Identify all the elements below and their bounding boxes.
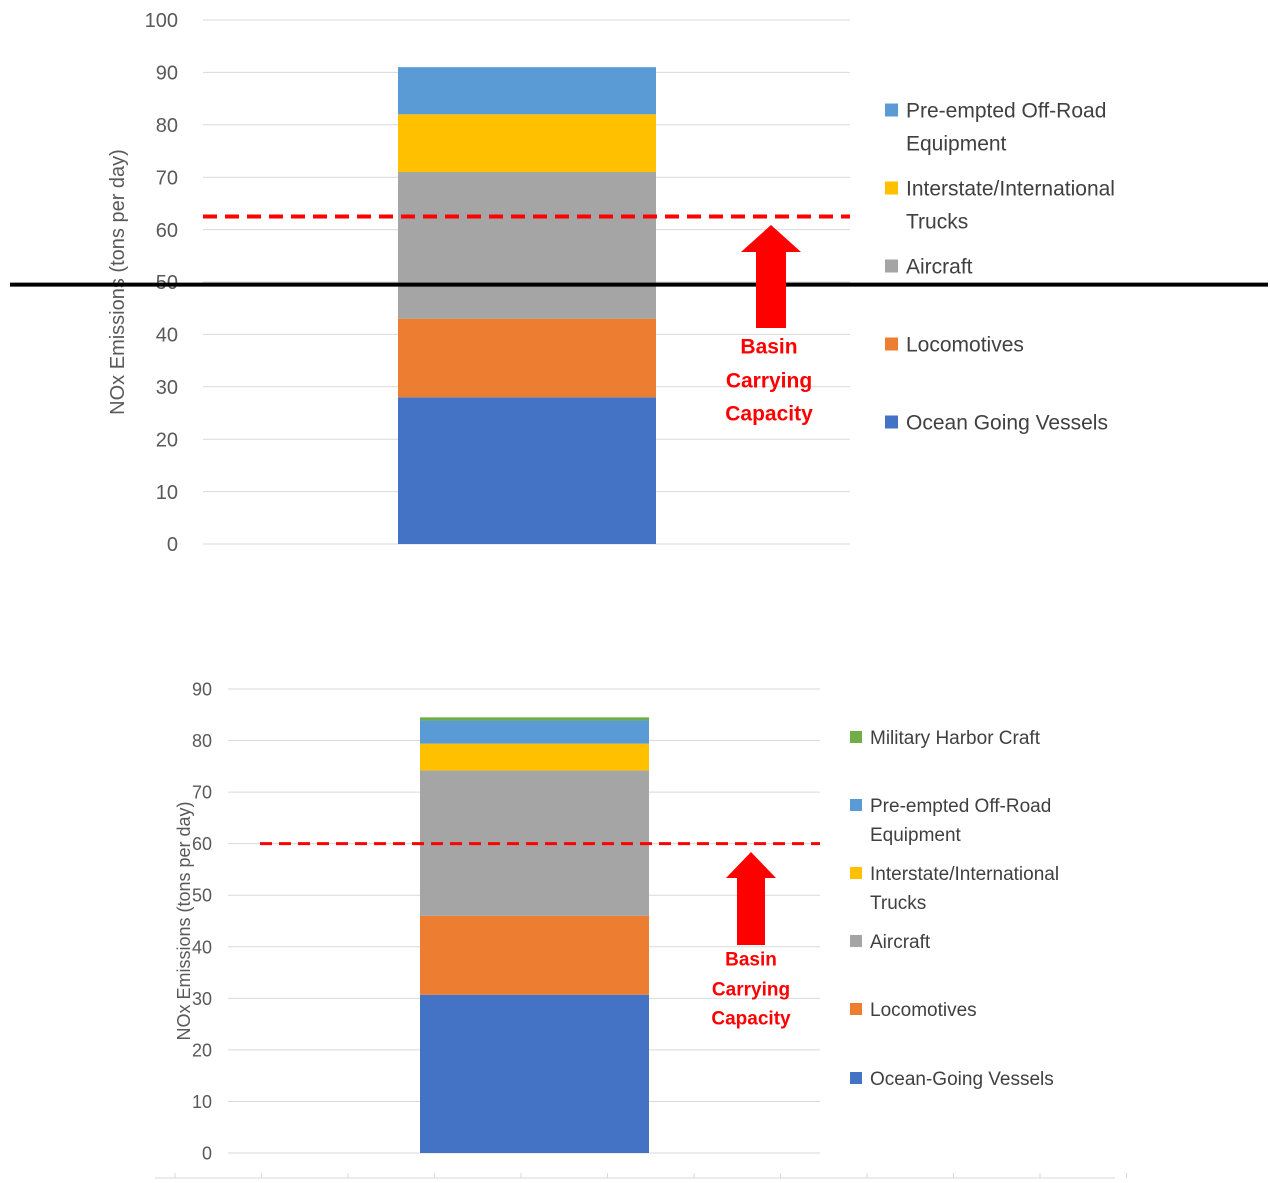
legend-swatch	[850, 799, 862, 811]
annotation-text: Basin	[725, 950, 777, 971]
legend-swatch	[885, 259, 898, 273]
legend-label: Trucks	[870, 893, 926, 914]
up-arrow-icon	[741, 225, 801, 328]
legend-item-military-harbor-craft: Military Harbor Craft	[850, 728, 1041, 749]
y-axis-label: NOx Emissions (tons per day)	[174, 801, 194, 1040]
legend-item-pre-empted-off-road-equipment: Pre-empted Off-Road Equipment	[850, 796, 1051, 846]
y-tick-label: 90	[156, 63, 178, 85]
y-tick-label: 20	[192, 1040, 212, 1060]
annotation-text: Carrying	[712, 980, 790, 1001]
chart-2: 0 10 20 30 40 50 60 70 80 90 NOx Emissions (tons p…	[155, 679, 1127, 1179]
y-tick-label: 40	[156, 325, 178, 347]
legend-swatch	[885, 415, 898, 429]
y-tick-label: 30	[156, 377, 178, 399]
legend-swatch	[885, 103, 898, 117]
y-axis-label: NOx Emissions (tons per day)	[107, 149, 129, 415]
y-tick-label: 10	[156, 482, 178, 504]
legend-label: Ocean-Going Vessels	[870, 1069, 1054, 1090]
legend-swatch	[885, 181, 898, 195]
annotation-text: Capacity	[711, 1009, 791, 1030]
bar-segment-locomotives	[420, 915, 649, 995]
legend-item-interstate-international-trucks: Interstate/International Trucks	[850, 864, 1059, 914]
y-tick-label: 0	[202, 1143, 212, 1163]
y-tick-label: 70	[192, 783, 212, 803]
legend-item-ocean-going-vessels: Ocean Going Vessels	[885, 412, 1108, 435]
legend-item-locomotives: Locomotives	[850, 1000, 977, 1021]
legend-label: Aircraft	[906, 256, 973, 279]
y-tick-label: 50	[192, 886, 212, 906]
y-tick-label: 0	[167, 534, 178, 556]
legend-swatch	[850, 1072, 862, 1084]
up-arrow-icon	[726, 852, 776, 945]
y-tick-label: 10	[192, 1092, 212, 1112]
legend-label: Trucks	[906, 211, 968, 234]
legend-label: Locomotives	[906, 334, 1024, 357]
bar-segment-ocean-going-vessels	[420, 994, 649, 1153]
annotation-text: Carrying	[726, 369, 812, 392]
legend-label: Locomotives	[870, 1000, 977, 1021]
legend-swatch	[850, 731, 862, 743]
bar-segment-interstate-international-trucks	[398, 114, 656, 172]
bar-segment-ocean-going-vessels	[398, 397, 656, 544]
legend-label: Aircraft	[870, 932, 931, 953]
y-tick-label: 60	[156, 220, 178, 242]
legend-item-aircraft: Aircraft	[885, 256, 973, 279]
y-tick-label: 30	[192, 989, 212, 1009]
legend-item-ocean-going-vessels: Ocean-Going Vessels	[850, 1069, 1054, 1090]
bar-segment-interstate-international-trucks	[420, 743, 649, 771]
annotation-text: Capacity	[725, 402, 813, 425]
legend-swatch	[850, 867, 862, 879]
y-tick-label: 20	[156, 429, 178, 451]
chart-1: 0102030405060708090100NOx Emissions (ton…	[10, 10, 1268, 556]
legend-label: Interstate/International	[906, 178, 1115, 201]
y-tick-label: 80	[156, 115, 178, 137]
annotation-text: Basin	[740, 335, 797, 358]
bar-segment-aircraft	[398, 171, 656, 319]
bar-segment-military-harbor-craft	[420, 717, 649, 721]
bar-segment-pre-empted-off-road-equipment	[420, 720, 649, 744]
bar-segment-pre-empted-off-road-equipment	[398, 67, 656, 115]
y-tick-label: 100	[145, 10, 178, 32]
legend-item-pre-empted-off-road-equipment: Pre-empted Off-Road Equipment	[885, 100, 1106, 156]
legend-item-aircraft: Aircraft	[850, 932, 931, 953]
y-tick-label: 70	[156, 167, 178, 189]
legend-item-locomotives: Locomotives	[885, 334, 1024, 357]
legend-item-interstate-international-trucks: Interstate/International Trucks	[885, 178, 1115, 234]
y-tick-label: 60	[192, 834, 212, 854]
legend-label: Pre-empted Off-Road	[906, 100, 1106, 123]
legend-label: Pre-empted Off-Road	[870, 796, 1051, 817]
legend-label: Interstate/International	[870, 864, 1059, 885]
legend-swatch	[850, 1003, 862, 1015]
legend-swatch	[885, 337, 898, 351]
legend-label: Ocean Going Vessels	[906, 412, 1108, 435]
legend-label: Equipment	[870, 825, 962, 846]
y-tick-label: 90	[192, 679, 212, 699]
legend-swatch	[850, 935, 862, 947]
y-tick-label: 80	[192, 731, 212, 751]
y-tick-label: 40	[192, 937, 212, 957]
legend-label: Equipment	[906, 133, 1007, 156]
bar-segment-locomotives	[398, 318, 656, 398]
legend-label: Military Harbor Craft	[870, 728, 1041, 749]
